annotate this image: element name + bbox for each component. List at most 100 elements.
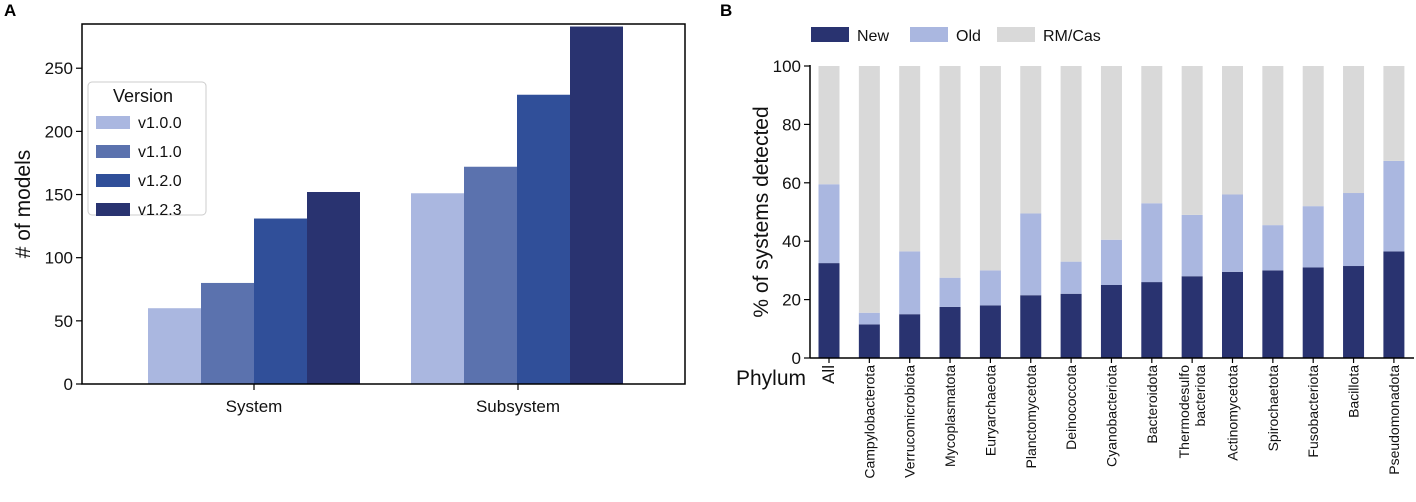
bar-rmcas-bacteroidota <box>1141 66 1163 204</box>
bar-new-thermodesulfo-bacteriota <box>1181 276 1203 358</box>
y-tick-label: 20 <box>782 291 801 310</box>
bar-rmcas-campylobacterota <box>858 66 880 313</box>
bar-new-bacteroidota <box>1141 282 1163 358</box>
bar-old-campylobacterota <box>858 312 880 325</box>
y-tick-label: 0 <box>792 349 801 368</box>
bar-rmcas-all <box>818 66 840 185</box>
bar-new-bacillota <box>1343 266 1365 358</box>
bar-new-spirochaetota <box>1262 270 1284 358</box>
x-tick-label: Campylobacterota <box>861 365 877 479</box>
x-tick-label: Deinococcota <box>1063 365 1079 450</box>
bar-rmcas-bacillota <box>1343 66 1365 194</box>
bar-v1-1-0-subsystem <box>464 166 517 384</box>
bar-new-actinomycetota <box>1222 271 1243 358</box>
bar-rmcas-mycoplasmatota <box>939 66 961 278</box>
bar-old-bacillota <box>1343 193 1365 267</box>
bar-v1-2-0-system <box>254 218 307 384</box>
bar-rmcas-fusobacteriota <box>1302 66 1324 207</box>
bar-old-cyanobacteriota <box>1100 239 1122 285</box>
x-tick-label: Thermodesulfo <box>1176 365 1192 459</box>
y-tick-label: 60 <box>782 174 801 193</box>
panel-b-letter: B <box>720 1 732 20</box>
bar-old-verrucomicrobiota <box>899 251 921 315</box>
x-tick-label: Bacillota <box>1346 365 1362 418</box>
bar-old-fusobacteriota <box>1302 206 1324 268</box>
bar-rmcas-spirochaetota <box>1262 66 1284 226</box>
y-tick-label: 80 <box>782 115 801 134</box>
x-tick-label: Pseudomonadota <box>1386 365 1402 475</box>
legend-title: Version <box>113 86 173 106</box>
bar-old-deinococcota <box>1060 261 1082 294</box>
legend-swatch <box>96 116 130 129</box>
bar-old-thermodesulfo-bacteriota <box>1181 214 1203 277</box>
bar-old-planctomycetota <box>1020 213 1042 296</box>
bar-rmcas-thermodesulfo-bacteriota <box>1181 66 1203 215</box>
panel-b-chart: 0 20 40 60 80 100 % of systems detected Phylum A… <box>736 27 1414 479</box>
legend-swatch <box>96 174 130 187</box>
legend-entry-label: New <box>857 28 889 45</box>
x-tick-label: All <box>819 365 838 384</box>
bar-new-verrucomicrobiota <box>899 314 921 358</box>
bar-rmcas-deinococcota <box>1060 66 1082 262</box>
legend-swatch <box>910 27 948 42</box>
legend-swatch <box>811 27 849 42</box>
y-tick-label: 150 <box>45 186 73 205</box>
legend-entry-label: RM/Cas <box>1043 28 1101 45</box>
x-tick-label: Mycoplasmatota <box>942 365 958 467</box>
bar-v1-0-0-subsystem <box>411 193 464 384</box>
x-tick-label: Fusobacteriota <box>1305 365 1321 458</box>
bar-rmcas-actinomycetota <box>1222 66 1243 195</box>
bar-v1-2-3-system <box>307 192 360 384</box>
x-tick-label: Euryarchaeota <box>982 365 998 456</box>
bar-new-all <box>818 263 840 358</box>
bar-new-pseudomonadota <box>1383 251 1405 358</box>
bar-rmcas-planctomycetota <box>1020 66 1042 214</box>
bar-new-fusobacteriota <box>1302 267 1324 358</box>
panel-a-letter: A <box>4 1 16 20</box>
y-axis-label: # of models <box>12 150 35 259</box>
bar-new-cyanobacteriota <box>1100 285 1122 358</box>
x-tick-label: Subsystem <box>476 397 560 416</box>
legend-entry-label: v1.1.0 <box>138 144 182 161</box>
x-tick-label: bacteriota <box>1192 365 1208 427</box>
bar-old-mycoplasmatota <box>939 277 961 307</box>
y-tick-label: 200 <box>45 122 73 141</box>
bar-v1-2-3-subsystem <box>570 26 623 385</box>
bar-old-pseudomonadota <box>1383 160 1405 252</box>
bar-rmcas-cyanobacteriota <box>1100 66 1122 240</box>
y-tick-label: 100 <box>773 57 801 76</box>
bar-new-deinococcota <box>1060 293 1082 358</box>
bar-rmcas-euryarchaeota <box>979 66 1001 271</box>
bar-old-actinomycetota <box>1222 194 1243 272</box>
bar-v1-2-0-subsystem <box>517 94 570 384</box>
legend-entry-label: Old <box>956 28 981 45</box>
bar-new-campylobacterota <box>858 324 880 358</box>
y-axis-label: % of systems detected <box>750 106 773 317</box>
bar-old-bacteroidota <box>1141 203 1163 283</box>
y-tick-label: 250 <box>45 59 73 78</box>
bar-v1-1-0-system <box>201 282 254 384</box>
x-tick-label: System <box>226 397 283 416</box>
legend-entry-label: v1.0.0 <box>138 115 182 132</box>
bar-new-mycoplasmatota <box>939 306 961 358</box>
y-tick-label: 40 <box>782 232 801 251</box>
panel-a-chart: 0 50 100 150 200 250 System Subsystem # of model… <box>12 23 686 416</box>
x-tick-label: Verrucomicrobiota <box>902 365 918 478</box>
legend-swatch <box>96 145 130 158</box>
x-tick-label: Planctomycetota <box>1023 365 1039 469</box>
bar-new-planctomycetota <box>1020 295 1042 358</box>
bar-rmcas-verrucomicrobiota <box>899 66 921 252</box>
x-tick-label: Actinomycetota <box>1225 365 1241 461</box>
bar-rmcas-pseudomonadota <box>1383 66 1405 161</box>
panel-a-frame <box>81 23 686 385</box>
bar-old-spirochaetota <box>1262 225 1284 271</box>
y-tick-label: 50 <box>54 312 73 331</box>
bar-new-euryarchaeota <box>979 305 1001 358</box>
bar-v1-0-0-system <box>148 308 201 384</box>
bar-old-all <box>818 184 840 264</box>
legend-swatch <box>997 27 1035 42</box>
x-axis-label: Phylum <box>736 367 806 390</box>
legend-entry-label: v1.2.3 <box>138 202 182 219</box>
bar-old-euryarchaeota <box>979 270 1001 306</box>
